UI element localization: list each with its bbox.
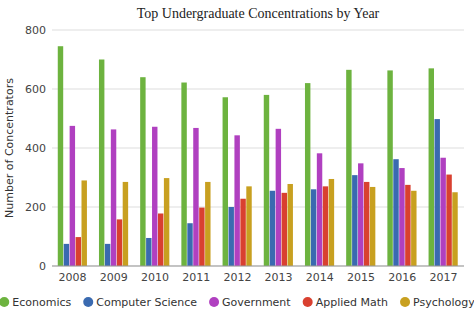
legend-label: Economics [12, 296, 71, 309]
bar [234, 135, 239, 266]
bar [111, 129, 116, 266]
legend-label: Applied Math [316, 296, 388, 309]
bar [105, 244, 110, 266]
series [58, 46, 434, 266]
x-tick-label: 2012 [223, 271, 251, 284]
y-tick-label: 400 [25, 142, 46, 155]
legend-item: Applied Math [303, 296, 388, 309]
bar [393, 159, 398, 266]
bar [99, 60, 104, 267]
legend-item: Psychology [400, 296, 474, 309]
bar [246, 186, 251, 266]
x-axis-line [52, 266, 464, 267]
bar [199, 208, 204, 266]
bar [370, 187, 375, 266]
x-tick-label: 2010 [141, 271, 169, 284]
bar [282, 193, 287, 266]
y-tick-label: 0 [39, 260, 46, 273]
bar [64, 244, 69, 266]
bar [70, 126, 75, 266]
bar [399, 168, 404, 266]
x-tick-label: 2015 [347, 271, 375, 284]
series [64, 119, 440, 266]
y-tick-label: 800 [25, 24, 46, 37]
y-tick-label: 200 [25, 201, 46, 214]
grid-line [52, 89, 464, 90]
bar [193, 128, 198, 266]
bar [435, 119, 440, 266]
legend-swatch [0, 297, 9, 307]
legend-item: Government [209, 296, 291, 309]
bar [158, 213, 163, 266]
legend-swatch [209, 297, 219, 307]
legend-label: Government [222, 296, 291, 309]
bar [229, 207, 234, 266]
legend-swatch [400, 297, 410, 307]
bar [411, 191, 416, 266]
legend-label: Psychology [413, 296, 474, 309]
bar [287, 184, 292, 266]
x-tick-label: 2017 [429, 271, 457, 284]
x-tick-label: 2009 [100, 271, 128, 284]
y-tick-label: 600 [25, 83, 46, 96]
series [81, 178, 457, 266]
legend-item: Economics [0, 296, 71, 309]
bar [452, 192, 457, 266]
bar [358, 163, 363, 266]
x-tick-label: 2011 [182, 271, 210, 284]
bar [58, 46, 63, 266]
bar [146, 238, 151, 266]
bar [140, 77, 145, 266]
bar [240, 199, 245, 266]
y-axis-label: Number of Concentrators [3, 78, 16, 218]
bar [346, 70, 351, 266]
grid [52, 30, 464, 266]
bar [387, 70, 392, 266]
legend-swatch [83, 297, 93, 307]
bar [187, 223, 192, 266]
bar [323, 186, 328, 266]
chart-title: Top Undergraduate Concentrations by Year [137, 6, 380, 21]
bar [329, 179, 334, 266]
legend-label: Computer Science [96, 296, 197, 309]
x-tick-label: 2008 [59, 271, 87, 284]
bar [223, 97, 228, 266]
bar [352, 175, 357, 266]
bar [81, 180, 86, 266]
bar [311, 189, 316, 266]
bar [164, 178, 169, 266]
bar [152, 127, 157, 266]
bar [429, 68, 434, 266]
grid-line [52, 30, 464, 31]
bar [364, 182, 369, 266]
bars [58, 46, 458, 266]
legend-swatch [303, 297, 313, 307]
bar [317, 153, 322, 266]
bar [181, 83, 186, 266]
bar [446, 175, 451, 266]
bar [276, 129, 281, 266]
series [70, 126, 446, 266]
legend: Economics Computer Science Government Appli… [0, 296, 474, 309]
bar [76, 237, 81, 266]
bar [440, 158, 445, 266]
bar [205, 182, 210, 266]
bar [405, 185, 410, 266]
chart: Top Undergraduate Concentrations by Year… [0, 0, 474, 316]
bar [117, 219, 122, 266]
bar [123, 182, 128, 266]
bar [264, 95, 269, 266]
x-tick-label: 2014 [306, 271, 334, 284]
series [76, 175, 452, 266]
bar [270, 191, 275, 266]
x-tick-label: 2016 [388, 271, 416, 284]
x-tick-label: 2013 [265, 271, 293, 284]
bar [305, 83, 310, 266]
grid-line [52, 266, 464, 267]
legend-item: Computer Science [83, 296, 197, 309]
